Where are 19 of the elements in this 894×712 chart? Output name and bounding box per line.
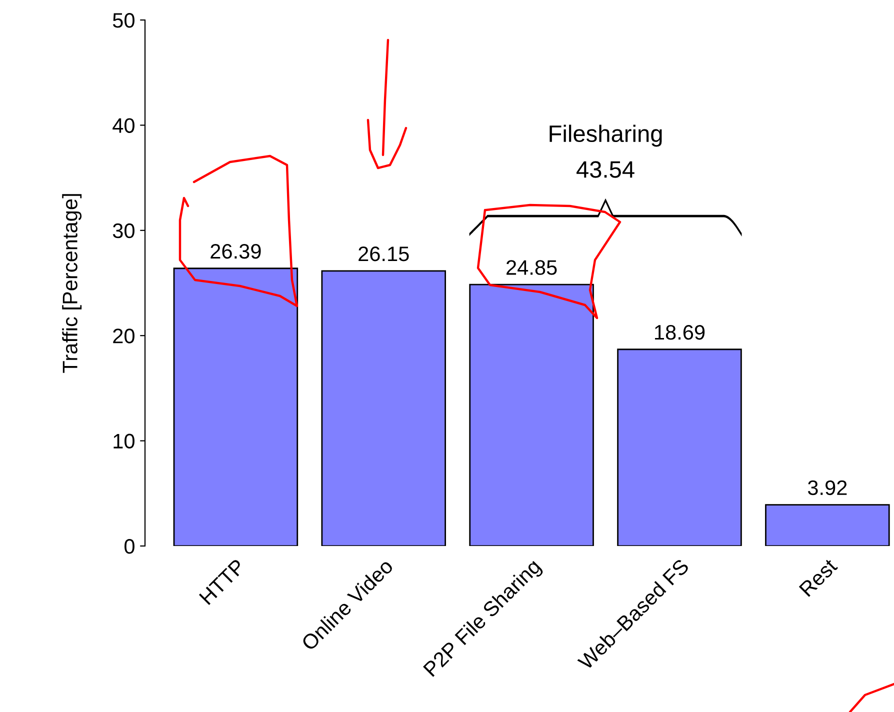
y-tick-label: 20: [113, 328, 134, 344]
y-tick-label: 10: [114, 434, 134, 449]
data-label: 26.39: [210, 244, 261, 259]
y-tick-label: 0: [124, 539, 134, 554]
bar: [617, 348, 742, 546]
y-tick-label: 50: [112, 13, 134, 28]
data-label: 18.69: [655, 324, 705, 340]
y-tick-label: 30: [112, 223, 134, 238]
annotation: Filesharing: [550, 124, 662, 147]
bar: [321, 270, 446, 546]
bar: [173, 268, 298, 546]
bar: [469, 284, 594, 546]
data-label: 3.92: [808, 480, 847, 496]
annotation: 43.54: [576, 161, 634, 178]
bar: [765, 504, 890, 546]
y-axis-title: Traffic [Percentage]: [62, 194, 82, 373]
data-label: 24.85: [506, 260, 557, 275]
data-label: 26.15: [358, 246, 409, 262]
y-tick-label: 40: [112, 118, 134, 133]
